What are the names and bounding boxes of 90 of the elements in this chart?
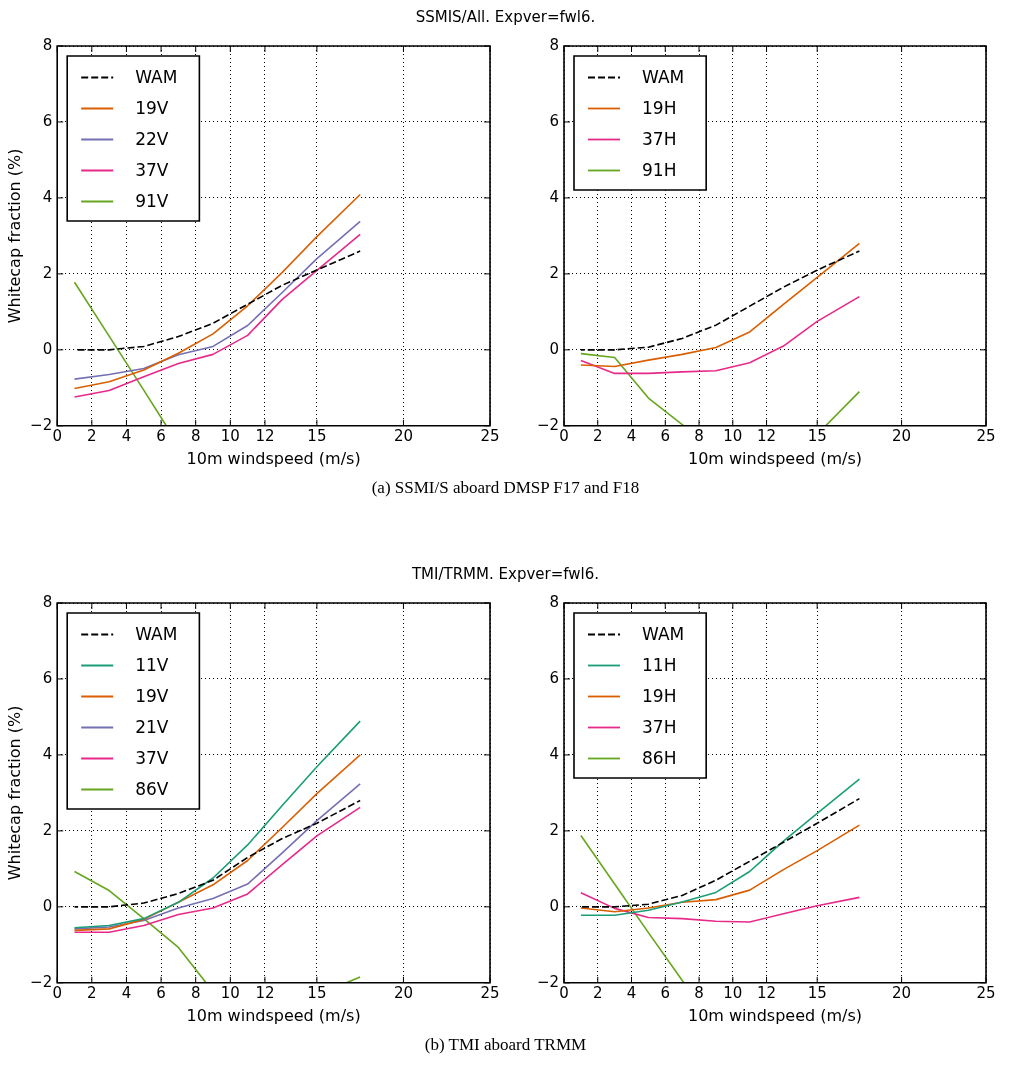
y-tick-label: −2 <box>536 415 559 434</box>
y-tick-label: −2 <box>30 972 53 991</box>
legend-label: 86V <box>135 778 169 799</box>
x-tick-label: 20 <box>393 427 413 446</box>
legend-label: 37V <box>135 747 169 768</box>
legend-label: 37H <box>642 716 677 737</box>
x-tick-label: 25 <box>480 427 500 446</box>
text: (a) SSMI/S aboard DMSP F17 and F18 <box>370 478 641 498</box>
x-tick-label: 15 <box>307 984 327 1003</box>
y-tick-label: −2 <box>30 415 53 434</box>
legend-label: WAM <box>135 623 178 644</box>
y-tick-label: 6 <box>549 111 559 130</box>
y-tick-label: 0 <box>42 339 53 358</box>
y-tick-label: 2 <box>42 820 53 839</box>
x-tick-label: 12 <box>757 984 777 1003</box>
y-tick-label: 8 <box>549 592 559 611</box>
x-tick-label: 15 <box>807 984 827 1003</box>
x-tick-label: 20 <box>892 984 912 1003</box>
x-axis-title: 10m windspeed (m/s) <box>687 1005 863 1025</box>
legend-label: 22V <box>135 128 169 149</box>
x-tick-label: 4 <box>626 427 637 446</box>
chart-title: SSMIS/All. Expver=fwl6. <box>414 8 597 26</box>
x-tick-label: 8 <box>190 427 201 446</box>
y-tick-label: −2 <box>536 972 559 991</box>
x-tick-label: 2 <box>87 984 97 1003</box>
legend-label: 19V <box>135 97 169 118</box>
y-tick-label: 2 <box>549 263 559 282</box>
legend-label: 19H <box>642 97 677 118</box>
legend-label: WAM <box>642 66 685 87</box>
x-tick-label: 25 <box>976 984 996 1003</box>
legend-label: 19H <box>642 685 677 706</box>
y-axis-title: Whitecap fraction (%) <box>4 705 24 881</box>
x-tick-label: 2 <box>87 427 97 446</box>
x-tick-label: 6 <box>156 984 166 1003</box>
x-tick-label: 15 <box>307 427 327 446</box>
x-tick-label: 2 <box>592 984 603 1003</box>
y-tick-label: 6 <box>42 111 53 130</box>
y-tick-label: 6 <box>42 668 53 687</box>
legend-label: 11H <box>642 654 677 675</box>
x-axis-title: 10m windspeed (m/s) <box>186 448 361 468</box>
legend-label: 37H <box>642 128 677 149</box>
y-tick-label: 0 <box>42 896 53 915</box>
legend-label: WAM <box>642 623 685 644</box>
y-tick-label: 2 <box>549 820 559 839</box>
legend-label: 37V <box>135 159 169 180</box>
y-tick-label: 4 <box>42 744 53 763</box>
x-tick-label: 20 <box>393 984 413 1003</box>
x-tick-label: 20 <box>892 427 912 446</box>
y-tick-label: 4 <box>549 187 559 206</box>
x-tick-label: 12 <box>255 427 275 446</box>
y-axis-title: Whitecap fraction (%) <box>4 148 24 324</box>
x-tick-label: 25 <box>480 984 500 1003</box>
legend-label: 91H <box>642 159 677 180</box>
x-tick-label: 12 <box>757 427 777 446</box>
x-tick-label: 8 <box>694 427 704 446</box>
x-tick-label: 10 <box>220 984 240 1003</box>
legend-label: 86H <box>642 747 677 768</box>
x-tick-label: 15 <box>807 427 827 446</box>
x-tick-label: 4 <box>121 984 132 1003</box>
legend-label: WAM <box>135 66 178 87</box>
y-tick-label: 2 <box>42 263 53 282</box>
x-tick-label: 25 <box>976 427 996 446</box>
x-tick-label: 4 <box>626 984 637 1003</box>
x-axis-title: 10m windspeed (m/s) <box>186 1005 361 1025</box>
legend-label: 19V <box>135 685 169 706</box>
x-tick-label: 10 <box>723 984 743 1003</box>
y-tick-label: 8 <box>549 35 559 54</box>
x-tick-label: 6 <box>660 427 671 446</box>
y-tick-label: 8 <box>42 35 53 54</box>
x-tick-label: 4 <box>121 427 132 446</box>
y-tick-label: 0 <box>549 339 559 358</box>
x-tick-label: 10 <box>220 427 240 446</box>
x-tick-label: 6 <box>156 427 166 446</box>
y-tick-label: 8 <box>42 592 53 611</box>
x-tick-label: 8 <box>190 984 201 1003</box>
legend-label: 21V <box>135 716 169 737</box>
x-axis-title: 10m windspeed (m/s) <box>687 448 863 468</box>
x-tick-label: 8 <box>694 984 704 1003</box>
x-tick-label: 12 <box>255 984 275 1003</box>
legend-label: 91V <box>135 190 169 211</box>
y-tick-label: 4 <box>549 744 559 763</box>
x-tick-label: 2 <box>592 427 603 446</box>
x-tick-label: 10 <box>723 427 743 446</box>
legend-label: 11V <box>135 654 169 675</box>
y-tick-label: 0 <box>549 896 559 915</box>
y-tick-label: 6 <box>549 668 559 687</box>
text: (b) TMI aboard TRMM <box>423 1035 588 1055</box>
x-tick-label: 6 <box>660 984 671 1003</box>
chart-title: TMI/TRMM. Expver=fwl6. <box>410 565 601 583</box>
y-tick-label: 4 <box>42 187 53 206</box>
